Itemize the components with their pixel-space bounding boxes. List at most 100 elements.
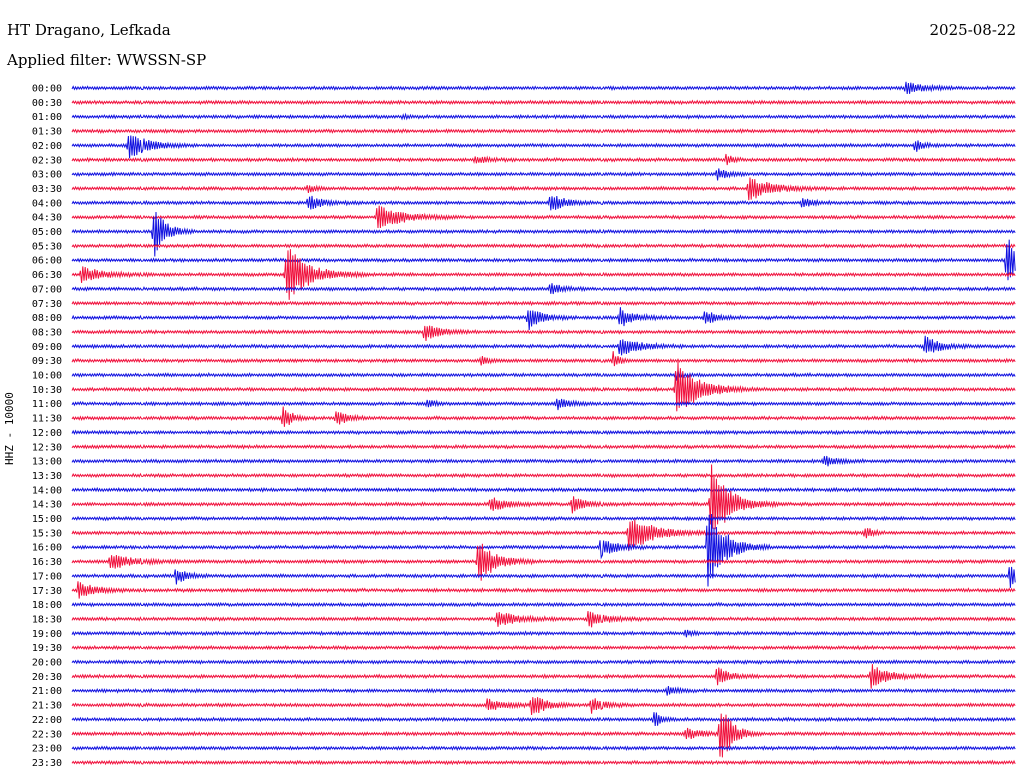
row-time-label: 12:00	[32, 428, 62, 439]
row-time-label: 22:30	[32, 729, 62, 740]
row-time-label: 04:00	[32, 198, 62, 209]
row-time-label: 08:00	[32, 313, 62, 324]
row-time-label: 18:30	[32, 614, 62, 625]
trace-line	[71, 195, 1016, 211]
row-time-label: 19:30	[32, 643, 62, 654]
trace-line	[71, 81, 1016, 95]
trace-line	[71, 135, 1016, 159]
row-time-label: 17:00	[32, 571, 62, 582]
trace-line	[71, 486, 1016, 493]
trace-line	[71, 697, 1016, 716]
row-time-label: 15:30	[32, 528, 62, 539]
trace-line	[71, 300, 1016, 307]
row-time-label: 16:30	[32, 557, 62, 568]
trace-line	[71, 429, 1016, 436]
trace-line	[71, 168, 1016, 181]
trace-line	[71, 712, 1016, 727]
trace-line	[71, 543, 1016, 581]
row-time-label: 11:30	[32, 414, 62, 425]
trace-line	[71, 464, 1016, 530]
row-time-label: 10:30	[32, 385, 62, 396]
trace-line	[71, 239, 1016, 281]
trace-line	[71, 351, 1016, 367]
row-time-label: 06:30	[32, 270, 62, 281]
row-time-label: 12:30	[32, 442, 62, 453]
trace-line	[71, 128, 1016, 135]
trace-line	[71, 610, 1016, 628]
row-time-label: 00:00	[32, 84, 62, 95]
trace-line	[71, 406, 1016, 427]
row-time-label: 06:00	[32, 256, 62, 267]
trace-line	[71, 664, 1016, 689]
trace-line	[71, 745, 1016, 752]
trace-line	[71, 211, 1016, 257]
trace-line	[71, 601, 1016, 608]
row-time-label: 07:00	[32, 284, 62, 295]
trace-line	[71, 177, 1016, 201]
row-time-label: 13:30	[32, 471, 62, 482]
trace-line	[71, 515, 1016, 522]
row-time-label: 17:30	[32, 586, 62, 597]
row-time-label: 19:00	[32, 629, 62, 640]
trace-line	[71, 335, 1016, 356]
row-time-label: 23:00	[32, 744, 62, 755]
row-time-label: 18:00	[32, 600, 62, 611]
row-time-label: 03:30	[32, 184, 62, 195]
row-time-label: 02:30	[32, 155, 62, 166]
row-time-label: 04:30	[32, 213, 62, 224]
trace-line	[71, 513, 1016, 587]
row-time-label: 23:30	[32, 758, 62, 769]
row-time-label: 20:00	[32, 658, 62, 669]
row-time-label: 11:00	[32, 399, 62, 410]
row-time-label: 21:30	[32, 701, 62, 712]
trace-line	[71, 205, 1016, 229]
trace-line	[71, 644, 1016, 651]
row-time-label: 05:00	[32, 227, 62, 238]
row-time-label: 14:00	[32, 485, 62, 496]
row-time-label: 10:00	[32, 371, 62, 382]
station-title: HT Dragano, Lefkada	[7, 21, 171, 39]
date-label: 2025-08-22	[929, 21, 1016, 39]
row-time-label: 02:00	[32, 141, 62, 152]
row-time-label: 09:00	[32, 342, 62, 353]
trace-line	[71, 566, 1016, 588]
trace-line	[71, 629, 1016, 638]
row-time-label: 14:30	[32, 500, 62, 511]
trace-line	[71, 325, 1016, 341]
trace-line	[71, 472, 1016, 479]
row-time-label: 08:30	[32, 327, 62, 338]
row-time-label: 15:00	[32, 514, 62, 525]
row-time-label: 01:00	[32, 112, 62, 123]
row-time-label: 20:30	[32, 672, 62, 683]
row-time-label: 13:00	[32, 457, 62, 468]
row-time-label: 01:30	[32, 127, 62, 138]
row-time-label: 07:30	[32, 299, 62, 310]
trace-line	[71, 659, 1016, 665]
trace-line	[71, 370, 1016, 381]
trace-line	[71, 153, 1016, 166]
trace-line	[71, 249, 1016, 300]
trace-line	[71, 759, 1016, 766]
trace-line	[71, 519, 1016, 551]
trace-line	[71, 686, 1016, 696]
trace-line	[71, 307, 1016, 331]
trace-line	[71, 283, 1016, 295]
row-time-label: 03:00	[32, 170, 62, 181]
trace-line	[71, 112, 1016, 121]
trace-line	[71, 242, 1016, 249]
row-time-label: 09:30	[32, 356, 62, 367]
row-time-label: 21:00	[32, 686, 62, 697]
trace-line	[71, 455, 1016, 467]
row-time-label: 16:00	[32, 543, 62, 554]
trace-line	[71, 99, 1016, 106]
row-time-label: 05:30	[32, 241, 62, 252]
trace-line	[71, 398, 1016, 411]
row-time-label: 00:30	[32, 98, 62, 109]
filter-label: Applied filter: WWSSN-SP	[7, 51, 207, 69]
row-time-label: 22:00	[32, 715, 62, 726]
trace-line	[71, 581, 1016, 599]
trace-line	[71, 713, 1016, 758]
trace-line	[71, 443, 1016, 450]
trace-line	[71, 361, 1016, 412]
